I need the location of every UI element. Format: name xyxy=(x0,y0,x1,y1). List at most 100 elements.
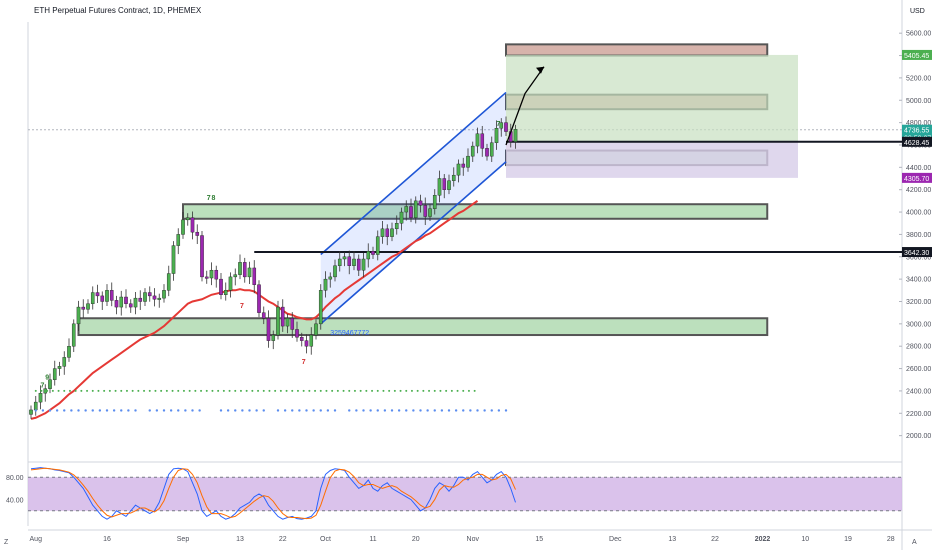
candle-body xyxy=(138,297,143,302)
signal-dot-green xyxy=(422,389,425,392)
candle-body xyxy=(375,236,380,255)
candle-body xyxy=(109,290,114,301)
signal-dot-blue xyxy=(419,409,422,412)
signal-dot-blue xyxy=(148,409,151,412)
signal-dot-blue xyxy=(490,409,493,412)
signal-dot-green xyxy=(46,389,49,392)
y-tick-label: 4000.00 xyxy=(906,210,931,217)
candle-body xyxy=(328,276,333,280)
signal-dot-green xyxy=(148,389,151,392)
signal-dot-blue xyxy=(177,409,180,412)
stoch-k-line xyxy=(30,467,516,520)
zone-support[interactable] xyxy=(77,317,769,337)
candle-body xyxy=(432,195,437,209)
arrow-line[interactable] xyxy=(505,66,545,146)
signal-dot-green xyxy=(279,389,282,392)
signal-dot-green xyxy=(63,389,66,392)
signal-dot-blue xyxy=(276,409,280,412)
price-tag-value: 4628.45 xyxy=(904,140,929,147)
unit-label: USD xyxy=(910,8,925,15)
horizontal-lines[interactable] xyxy=(254,140,902,254)
candle-body xyxy=(361,258,366,271)
signal-dot-blue xyxy=(262,409,265,412)
signal-dot-blue xyxy=(191,409,194,412)
signal-dot-green xyxy=(257,389,260,392)
signal-dot-green xyxy=(302,389,305,392)
signal-dot-blue xyxy=(497,409,501,412)
candle-body xyxy=(128,303,133,308)
signal-dot-green xyxy=(74,389,77,392)
x-tick-label: 22 xyxy=(711,536,719,543)
signal-dot-blue xyxy=(405,409,408,412)
candle-body xyxy=(204,276,209,279)
signal-dot-blue xyxy=(504,409,508,412)
signal-dot-blue xyxy=(298,409,301,412)
signal-dot-green xyxy=(296,389,299,392)
candle-body xyxy=(466,155,470,168)
x-tick-label: Dec xyxy=(609,536,622,543)
zone-support[interactable] xyxy=(182,203,769,220)
x-tick-label: Oct xyxy=(320,536,331,543)
signal-dot-green xyxy=(194,389,197,392)
candle-body xyxy=(399,211,404,224)
candle-body xyxy=(437,178,442,196)
signal-dot-green xyxy=(137,389,140,392)
price-tag-green xyxy=(902,49,932,60)
candle-body xyxy=(304,340,309,347)
signal-dot-blue xyxy=(105,409,109,412)
candle-body xyxy=(214,269,219,280)
candle-body xyxy=(323,278,328,291)
y-tick-label: 3400.00 xyxy=(906,277,931,284)
candle-body xyxy=(513,129,518,142)
x-tick-label: 15 xyxy=(535,536,543,543)
signal-dot-green xyxy=(108,389,111,392)
channel-upper-line[interactable] xyxy=(320,91,507,256)
timezone-button[interactable]: Z xyxy=(4,539,9,546)
x-tick-label: Aug xyxy=(30,536,43,543)
signal-dot-blue xyxy=(112,409,116,412)
time-axis[interactable]: Aug 16 Sep 13 22 Oct 11 20 Nov 15 Dec 13 22 2022 10 19 2… xyxy=(30,536,895,543)
candle-body xyxy=(314,323,318,336)
candle-body xyxy=(247,267,252,278)
annotation-number: 7 xyxy=(497,121,501,128)
price-tag-value: 5405.45 xyxy=(904,53,929,60)
stochastic-pane: 80.00 40.00 xyxy=(6,467,902,520)
candle-body xyxy=(52,368,57,380)
signal-dot-green xyxy=(211,389,214,392)
position-tool[interactable] xyxy=(506,54,798,178)
arrow-head xyxy=(536,66,544,74)
x-tick-label: 16 xyxy=(103,536,111,543)
signal-dot-green xyxy=(51,389,54,392)
candle-body xyxy=(318,290,323,325)
signal-dot-green xyxy=(34,389,37,392)
signal-dot-green xyxy=(239,389,242,392)
signal-dot-blue xyxy=(70,409,73,412)
signal-dot-green xyxy=(217,389,220,392)
projection-arrow[interactable] xyxy=(505,66,545,146)
signal-dot-green xyxy=(416,389,419,392)
candle-body xyxy=(380,228,385,237)
signal-dot-green xyxy=(359,389,362,392)
candle-body xyxy=(67,346,71,358)
signal-dot-green xyxy=(399,389,402,392)
signal-dot-green xyxy=(120,389,123,392)
signal-dot-blue xyxy=(326,409,330,412)
x-tick-label: Nov xyxy=(467,536,480,543)
y-tick-label: 2000.00 xyxy=(906,433,931,440)
signal-dot-green xyxy=(319,389,322,392)
candle-body xyxy=(124,296,128,304)
zone-resistance[interactable] xyxy=(505,43,769,57)
candle-body xyxy=(499,122,504,129)
y-tick-label: 4800.00 xyxy=(906,120,931,127)
auto-scale-button[interactable]: A xyxy=(912,539,917,546)
stop-region[interactable] xyxy=(506,141,798,178)
target-region[interactable] xyxy=(506,54,798,142)
signal-dot-green xyxy=(462,389,465,392)
candle-body xyxy=(352,258,356,266)
candle-body xyxy=(295,329,299,338)
candle-body xyxy=(276,306,280,336)
signal-dots xyxy=(34,389,508,412)
signal-dot-green xyxy=(57,389,60,392)
signal-dot-blue xyxy=(162,409,166,412)
candle-body xyxy=(176,234,181,246)
